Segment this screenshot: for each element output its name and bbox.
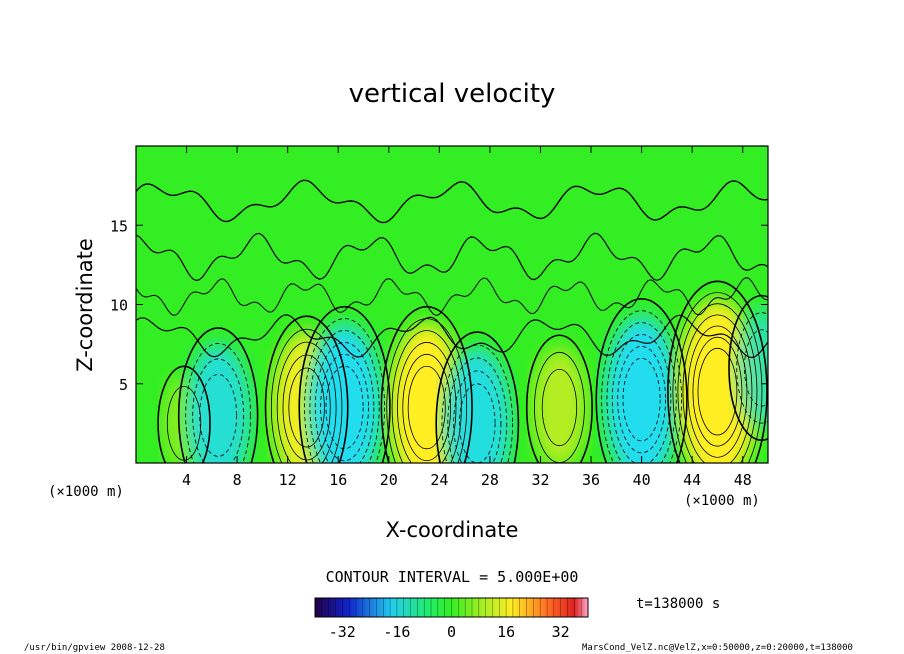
contour-line — [325, 365, 364, 450]
contour-line — [736, 312, 768, 424]
contour-line — [617, 345, 666, 454]
contour-line — [136, 179, 768, 224]
colorbar: -32 -16 0 16 32 — [314, 597, 589, 641]
contour-line — [453, 370, 502, 463]
cell-shading — [603, 315, 680, 463]
contour-line — [380, 305, 473, 463]
contour-line — [677, 303, 758, 463]
contour-line — [687, 325, 748, 458]
x-tick-label: 20 — [380, 471, 398, 489]
contour-line — [744, 329, 768, 407]
contour-interval: CONTOUR INTERVAL = 5.000E+00 — [326, 568, 579, 586]
x-tick-label: 24 — [430, 471, 448, 489]
contour-line — [192, 358, 245, 463]
contour-line — [185, 343, 252, 463]
colorbar-tick-label: -32 — [329, 623, 356, 641]
x-tick-label: 36 — [582, 471, 600, 489]
colorbar-tick-label: 0 — [447, 623, 456, 641]
y-tick-label: 15 — [110, 217, 128, 235]
contour-line — [667, 280, 768, 463]
time-label: t=138000 s — [636, 596, 720, 612]
cell-shading — [532, 347, 587, 463]
x-tick-label: 48 — [734, 471, 752, 489]
x-unit-left: (×1000 m) — [48, 484, 124, 500]
cell-shading — [306, 323, 383, 463]
x-tick-label: 8 — [233, 471, 242, 489]
contour-line — [199, 374, 238, 457]
contour-line — [622, 357, 661, 442]
contour-line — [595, 298, 688, 463]
x-tick-label: 4 — [182, 471, 191, 489]
contour-line — [459, 383, 496, 463]
x-tick-label: 16 — [329, 471, 347, 489]
x-tick-label: 40 — [633, 471, 651, 489]
cell-shading — [734, 307, 768, 429]
contour-line — [397, 342, 457, 463]
x-unit-right: (×1000 m) — [684, 493, 760, 509]
x-tick-label: 32 — [531, 471, 549, 489]
contour-line — [606, 322, 677, 463]
contour-line — [320, 353, 369, 462]
colorbar-tick-label: -16 — [383, 623, 410, 641]
contour-line — [288, 367, 325, 448]
contour-line — [728, 294, 768, 441]
x-tick-label: 28 — [481, 471, 499, 489]
contour-line — [611, 334, 672, 463]
contour-line — [391, 330, 462, 463]
contour-line — [264, 315, 349, 463]
contour-line — [270, 328, 343, 463]
contour-line — [541, 368, 578, 447]
contour-line — [402, 353, 452, 462]
colorbar-divisions — [314, 598, 589, 617]
contour-line — [525, 334, 593, 463]
x-axis-label: X-coordinate — [386, 518, 519, 542]
colorbar-tick-label: 32 — [552, 623, 570, 641]
contour-line — [282, 354, 331, 461]
contour-line — [136, 232, 768, 282]
contour-line — [407, 365, 446, 450]
contour-line — [136, 314, 768, 359]
y-tick-label: 10 — [110, 297, 128, 315]
contour-line — [276, 341, 337, 463]
contour-line — [447, 357, 508, 463]
contour-line — [314, 342, 375, 463]
colorbar-ticks: -32 -16 0 16 32 — [329, 623, 570, 641]
footer-right: MarsCond_VelZ.nc@VelZ,x=0:50000,z=0:2000… — [582, 643, 853, 653]
contour-line — [692, 336, 743, 447]
contour-line — [309, 330, 380, 463]
contour-line — [682, 314, 753, 463]
contour-line — [136, 277, 768, 317]
colorbar-tick-label: 16 — [497, 623, 515, 641]
x-tick-label: 12 — [279, 471, 297, 489]
x-axis: 4 8 12 16 20 24 28 32 36 40 44 48 — [182, 146, 752, 489]
contour-line — [435, 331, 520, 463]
contour-line — [697, 347, 738, 436]
footer-left: /usr/bin/gpview 2008-12-28 — [24, 643, 165, 653]
contour-line — [441, 344, 513, 463]
y-axis-label: Z-coordinate — [73, 238, 97, 372]
x-tick-label: 44 — [683, 471, 701, 489]
contour-line — [298, 305, 391, 463]
contour-line — [672, 292, 763, 463]
y-tick-label: 5 — [119, 376, 128, 394]
contour-line — [157, 365, 211, 463]
y-axis: 5 10 15 — [110, 217, 768, 394]
contour-layer — [136, 179, 768, 463]
contour-line — [177, 327, 259, 463]
chart-title: vertical velocity — [349, 79, 556, 109]
